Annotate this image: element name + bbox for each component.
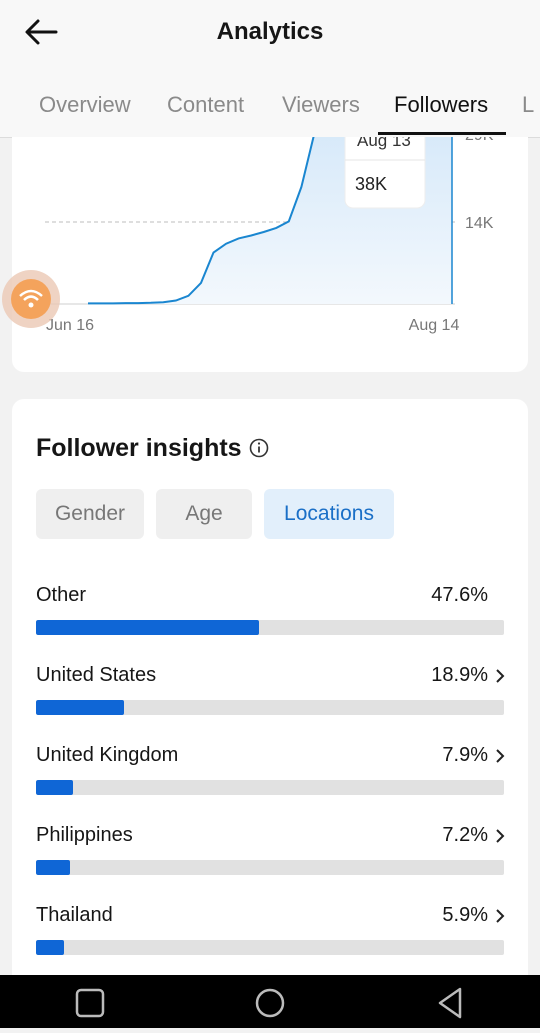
info-icon[interactable] [248,437,270,459]
tab[interactable]: Content [167,92,245,117]
page-title: Analytics [216,18,324,45]
location-name[interactable]: United States [36,664,157,686]
chevron-path [496,909,505,923]
tooltip-date: Aug 13 [357,137,411,150]
location-name: Other [36,584,87,606]
filter-button[interactable]: Locations [264,489,394,539]
y-tick-label: 14K [465,215,494,232]
location-percent: 5.9% [442,904,488,926]
chevron[interactable] [494,748,506,764]
chevron-path [496,669,505,683]
chevron-path [496,749,505,763]
follower-chart: 14K 29K Jun 16 Aug 14 Aug 13 38K [45,137,494,334]
app-header: Analytics Overview Content Viewers Follower… [0,0,540,138]
floating-bubble[interactable] [2,270,60,328]
y-tick-label: 29K [465,137,494,144]
location-percent: 7.2% [442,824,488,846]
bar-track [36,940,504,955]
bar-track [36,860,504,875]
filter-button[interactable]: Age [156,489,252,539]
tooltip: Aug 13 38K [344,137,426,209]
tooltip-value: 38K [355,174,387,194]
insights-card: Follower insights Gender Age Locations Oth… [12,399,528,999]
section-title: Follower insights [36,434,242,462]
bar [36,620,259,635]
location-percent: 47.6% [431,584,488,606]
back-nav-button[interactable] [438,987,462,1019]
location-percent: 18.9% [431,664,488,686]
bar-track [36,700,504,715]
home-button[interactable] [255,988,285,1018]
nav-icons [75,987,462,1019]
chevron-path [496,829,505,843]
bar-track [36,780,504,795]
recents-button[interactable] [75,988,105,1018]
chevron[interactable] [494,828,506,844]
bar-track [36,620,504,635]
bar [36,860,70,875]
location-name[interactable]: Philippines [36,824,133,846]
location-percent: 7.9% [442,744,488,766]
location-name[interactable]: United Kingdom [36,744,179,766]
chart-card: 14K 29K Jun 16 Aug 14 Aug 13 38K [12,137,528,372]
x-tick-label: Jun 16 [46,317,94,334]
filter-button[interactable]: Gender [36,489,144,539]
system-nav-bar [0,975,540,1028]
bar [36,940,64,955]
location-name[interactable]: Thailand [36,904,113,926]
x-tick-label: Aug 14 [409,317,460,334]
bar [36,700,125,715]
tab[interactable]: Overview [39,92,131,117]
chevron[interactable] [494,908,506,924]
tab-underline [378,132,506,135]
back-button[interactable] [22,16,60,48]
tooltip-box [344,137,426,209]
line [88,137,315,305]
wifi-icon [19,289,43,308]
tab[interactable]: L [522,92,535,117]
bar [36,780,73,795]
tab[interactable]: Followers [394,92,489,117]
tab[interactable]: Viewers [282,92,360,117]
chevron[interactable] [494,668,506,684]
